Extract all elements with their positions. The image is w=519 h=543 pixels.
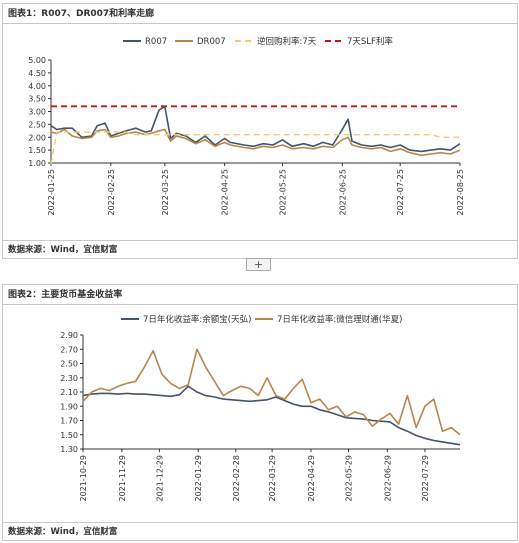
chart2-x-tick-label: 2021-11-29 — [118, 455, 127, 502]
chart2-y-tick-label: 2.70 — [60, 345, 78, 354]
chart2-x-tick-label: 2022-05-29 — [345, 455, 354, 502]
chart1-legend-label-1: DR007 — [197, 37, 226, 47]
chart2-y-tick-label: 2.50 — [60, 360, 78, 369]
chart1-x-tick-label: 2022-05-25 — [279, 169, 288, 216]
chart1-x-tick-label: 2022-06-25 — [338, 169, 347, 216]
chart1-y-tick-label: 4.50 — [28, 69, 46, 78]
chart1-y-tick-label: 4.00 — [28, 82, 46, 91]
chart2-y-tick-label: 1.70 — [60, 417, 78, 426]
chart2-y-tick-label: 2.10 — [60, 388, 78, 397]
chart2-title: 图表2：主要货币基金收益率 — [3, 285, 517, 305]
chart1-legend-label-3: 7天SLF利率 — [347, 36, 393, 47]
chart1-y-tick-label: 2.50 — [28, 120, 46, 129]
chart2-series-line-1 — [82, 348, 461, 436]
chart2-series-line-0 — [82, 385, 461, 446]
chart1-x-tick-label: 2022-07-25 — [396, 169, 405, 216]
chart1-title: 图表1：R007、DR007和利率走廊 — [3, 4, 517, 24]
chart1-y-tick-label: 5.00 — [28, 56, 46, 65]
chart2-y-tick-label: 1.50 — [60, 431, 78, 440]
chart2-y-tick-label: 2.30 — [60, 374, 78, 383]
chart2-y-tick-label: 1.90 — [60, 402, 78, 411]
chart2-x-tick-label: 2022-02-28 — [232, 455, 241, 502]
chart2-y-tick-label: 1.30 — [60, 445, 78, 454]
chart1-series-line-2 — [50, 131, 460, 165]
chart2-x-tick-label: 2021-10-29 — [79, 455, 88, 502]
chart1-x-tick-label: 2022-04-25 — [221, 169, 230, 216]
chart1-y-tick-label: 3.00 — [28, 108, 46, 117]
chart1-svg: R007 DR007 逆回购利率:7天 7天SLF利率 5.00 4.50 4.00 3.50… — [28, 36, 465, 216]
chart1-y-tick-label: 1.50 — [28, 146, 46, 155]
chart2-legend-label-1: 7日年化收益率:微信理财通(华夏) — [277, 314, 402, 325]
chart1-x-tick-label: 2022-03-25 — [161, 169, 170, 216]
chart2-x-tick-label: 2022-06-29 — [383, 455, 392, 502]
chart2-panel: 图表2：主要货币基金收益率 7日年化收益率:余额宝(天弘) 7日年化收益率:微信理… — [2, 284, 518, 541]
chart1-source: 数据来源：Wind，宜信财富 — [3, 240, 517, 258]
chart2-x-tick-label: 2021-12-29 — [155, 455, 164, 502]
chart2-x-tick-label: 2022-01-29 — [194, 455, 203, 502]
chart1-x-tick-label: 2022-01-25 — [47, 169, 56, 216]
chart2-y-tick-label: 2.90 — [60, 331, 78, 340]
chart1-legend-label-0: R007 — [145, 37, 167, 47]
chart2-x-tick-label: 2022-04-29 — [307, 455, 316, 502]
chart1-panel: 图表1：R007、DR007和利率走廊 R007 DR007 逆回购利率:7天 7天S… — [2, 3, 518, 259]
chart1-series-line-0 — [50, 105, 461, 153]
chart1-series-line-1 — [50, 128, 461, 157]
chart1-y-tick-label: 1.00 — [28, 159, 46, 168]
chart2-legend-label-0: 7日年化收益率:余额宝(天弘) — [143, 314, 251, 325]
chart1-y-tick-label: 2.00 — [28, 133, 46, 142]
chart1-x-tick-label: 2022-02-25 — [107, 169, 116, 216]
chart2-x-tick-label: 2022-07-29 — [421, 455, 430, 502]
expand-button[interactable]: + — [246, 258, 271, 271]
chart1-legend-label-2: 逆回购利率:7天 — [257, 36, 317, 47]
chart2-source: 数据来源：Wind，宜信财富 — [3, 522, 517, 540]
chart2-svg: 7日年化收益率:余额宝(天弘) 7日年化收益率:微信理财通(华夏) 2.90 2.70… — [60, 314, 461, 502]
chart1-y-tick-label: 3.50 — [28, 95, 46, 104]
chart2-x-tick-label: 2022-03-29 — [268, 455, 277, 502]
chart1-x-tick-label: 2022-08-25 — [456, 169, 465, 216]
